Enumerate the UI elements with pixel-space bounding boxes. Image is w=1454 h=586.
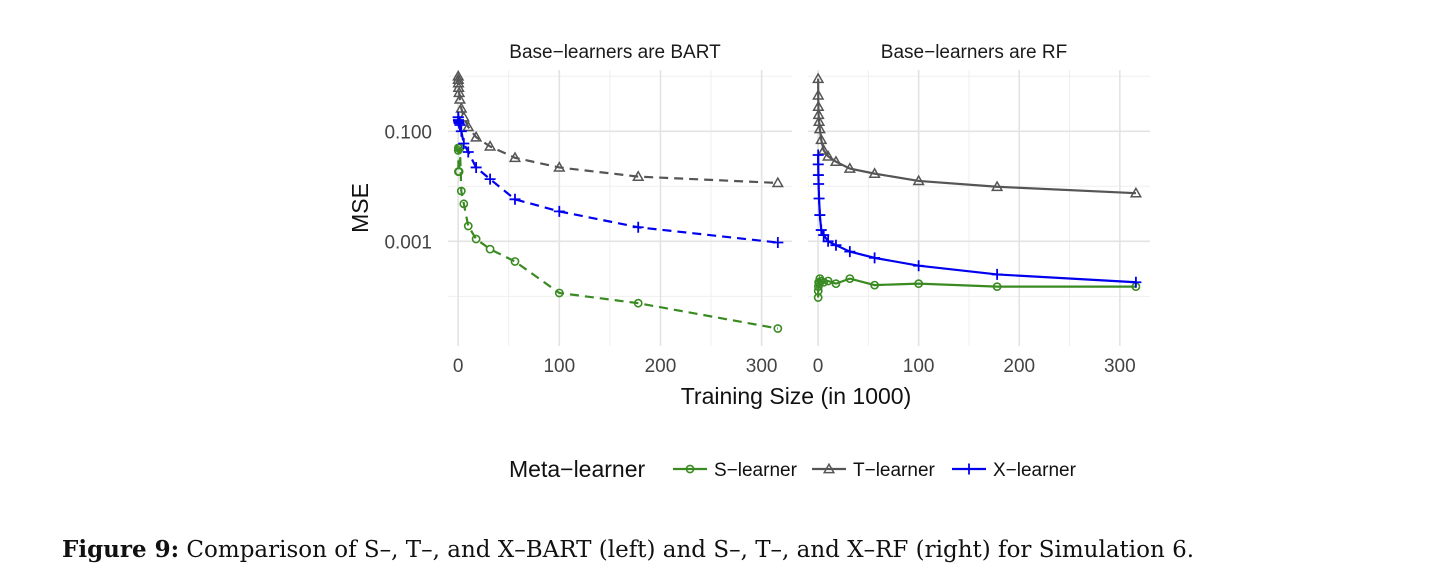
data-point-s-learner (485, 244, 495, 254)
data-point-x-learner (822, 235, 834, 247)
data-point-s-learner (510, 257, 520, 266)
data-point-x-learner (455, 125, 467, 137)
legend-label: X−learner (993, 460, 1077, 481)
x-axis-title: Training Size (in 1000) (681, 383, 912, 409)
data-point-x-learner (458, 137, 470, 149)
x-tick-label: 0 (813, 356, 824, 377)
data-point-t-learner (991, 180, 1004, 192)
series-line-t-learner (457, 76, 778, 185)
data-point-x-learner (812, 149, 824, 161)
legend-label: T−learner (853, 460, 936, 481)
data-point-t-learner (812, 89, 825, 100)
x-tick-label: 200 (645, 356, 677, 377)
data-point-t-learner (868, 167, 881, 178)
data-point-x-learner (813, 192, 825, 204)
data-point-x-learner (772, 237, 784, 249)
data-point-s-learner (459, 199, 469, 209)
series-line-t-learner (817, 78, 1136, 195)
figure-caption: Figure 9: Comparison of S–, T–, and X–BA… (62, 536, 1194, 563)
x-tick-label: 300 (1104, 356, 1136, 377)
data-point-x-learner (830, 239, 842, 251)
data-point-x-learner (813, 178, 825, 190)
data-point-t-learner (817, 144, 830, 155)
legend: Meta−learner S−learner T−learner X−learner (509, 456, 1077, 482)
data-point-s-learner (554, 288, 564, 298)
series-line-x-learner (457, 116, 778, 244)
data-point-t-learner (813, 122, 826, 134)
data-point-t-learner (771, 176, 784, 188)
x-tick-label: 0 (453, 356, 464, 377)
data-point-t-learner (1129, 186, 1143, 198)
data-point-s-learner (456, 186, 466, 196)
data-point-t-learner (483, 140, 497, 151)
data-point-s-learner (773, 324, 783, 333)
data-point-x-learner (1130, 276, 1142, 288)
data-point-x-learner (553, 205, 565, 217)
caption-text: Comparison of S–, T–, and X–BART (left) … (179, 537, 1195, 563)
y-tick-label: 0.001 (384, 232, 432, 253)
legend-label: S−learner (714, 460, 798, 481)
data-point-t-learner (912, 174, 925, 186)
x-tick-label: 100 (543, 356, 575, 377)
x-tick-label: 100 (903, 356, 935, 377)
data-point-x-learner (632, 221, 644, 233)
data-point-x-learner (484, 173, 496, 185)
x-tick-label: 200 (1003, 356, 1035, 377)
panel-rf: 0 100 200 300 Base−learners are RF (808, 42, 1150, 377)
caption-label: Figure 9: (62, 536, 180, 563)
data-point-s-learner (633, 298, 643, 308)
data-point-t-learner (455, 102, 468, 113)
panel-title: Base−learners are BART (509, 42, 721, 63)
series-line-x-learner (817, 155, 1136, 284)
data-point-x-learner (454, 119, 466, 131)
data-point-s-learner (845, 274, 855, 283)
x-tick-label: 300 (746, 356, 778, 377)
data-point-t-learner (508, 151, 522, 163)
legend-key-marker (685, 464, 695, 474)
data-point-t-learner (462, 120, 475, 132)
data-point-t-learner (470, 130, 483, 142)
data-point-t-learner (812, 72, 825, 84)
panel-bart: 0 100 200 300 Base−learners are BART (448, 42, 792, 377)
data-point-s-learner (454, 167, 464, 176)
data-point-t-learner (815, 133, 828, 145)
panel-title: Base−learners are RF (881, 42, 1067, 63)
y-tick-label: 0.100 (384, 122, 432, 143)
data-point-x-learner (462, 146, 474, 158)
data-point-x-learner (913, 260, 925, 272)
data-point-t-learner (452, 81, 465, 93)
data-point-x-learner (509, 193, 521, 205)
legend-key-marker (822, 462, 836, 474)
y-axis-title: MSE (347, 183, 373, 233)
legend-key-marker (963, 463, 975, 475)
data-point-t-learner (553, 161, 566, 172)
data-point-s-learner (870, 280, 879, 290)
data-point-x-learner (815, 224, 827, 236)
data-point-s-learner (819, 277, 829, 287)
data-point-x-learner (470, 161, 482, 173)
series-line-s-learner (457, 147, 779, 330)
data-point-x-learner (991, 268, 1003, 280)
data-point-s-learner (823, 276, 833, 286)
data-point-t-learner (843, 162, 856, 173)
data-point-s-learner (471, 234, 481, 244)
data-point-x-learner (812, 158, 824, 170)
data-point-t-learner (452, 76, 465, 88)
data-point-t-learner (632, 170, 645, 181)
data-point-x-learner (814, 209, 826, 221)
series-line-s-learner (817, 275, 1136, 298)
data-point-x-learner (818, 229, 830, 241)
data-point-x-learner (869, 252, 881, 264)
data-point-t-learner (453, 93, 467, 104)
data-point-s-learner (914, 279, 924, 289)
legend-title: Meta−learner (509, 456, 645, 482)
data-point-s-learner (992, 282, 1002, 292)
data-point-t-learner (829, 155, 843, 167)
data-point-t-learner (822, 150, 835, 161)
data-point-s-learner (463, 221, 473, 231)
data-point-x-learner (844, 246, 856, 258)
data-point-s-learner (831, 279, 841, 289)
